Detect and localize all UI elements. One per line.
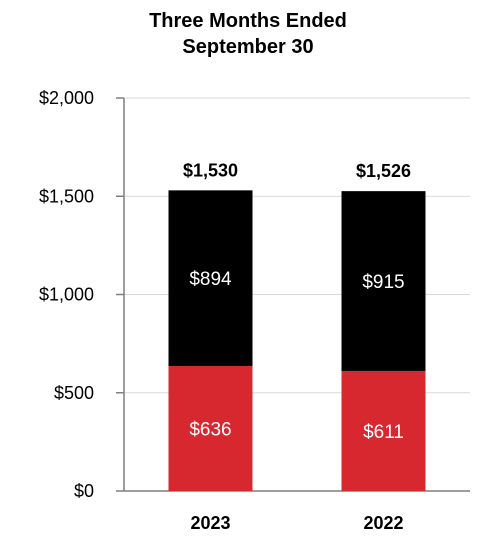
y-tick-label: $2,000 bbox=[39, 88, 94, 108]
x-tick-label: 2023 bbox=[190, 513, 230, 533]
segment-value-label: $894 bbox=[189, 269, 232, 290]
bar-segment bbox=[341, 191, 426, 371]
bar-total-label: $1,526 bbox=[356, 161, 411, 181]
segment-value-label: $915 bbox=[362, 272, 404, 293]
segment-value-label: $611 bbox=[363, 422, 404, 443]
y-axis: $0 $500 $1,000 $1,500 $2,000 bbox=[39, 88, 470, 501]
x-tick-label: 2022 bbox=[363, 513, 403, 533]
bars bbox=[168, 190, 426, 491]
chart-title-line-2: September 30 bbox=[182, 36, 313, 58]
bar-segment bbox=[168, 190, 253, 367]
x-axis-labels: 2023 2022 bbox=[190, 513, 403, 533]
y-tick-label: $500 bbox=[54, 383, 94, 403]
chart-title-line-1: Three Months Ended bbox=[149, 10, 347, 32]
bar-total-label: $1,530 bbox=[183, 160, 238, 180]
data-labels: $636 $894 $1,530 $611 $915 $1,526 bbox=[183, 160, 411, 443]
y-tick-label: $1,000 bbox=[39, 285, 94, 305]
segment-value-label: $636 bbox=[189, 420, 231, 441]
y-tick-label: $0 bbox=[74, 481, 94, 501]
bar-segment bbox=[341, 370, 426, 491]
y-tick-label: $1,500 bbox=[39, 186, 94, 206]
bar-segment bbox=[168, 366, 253, 491]
